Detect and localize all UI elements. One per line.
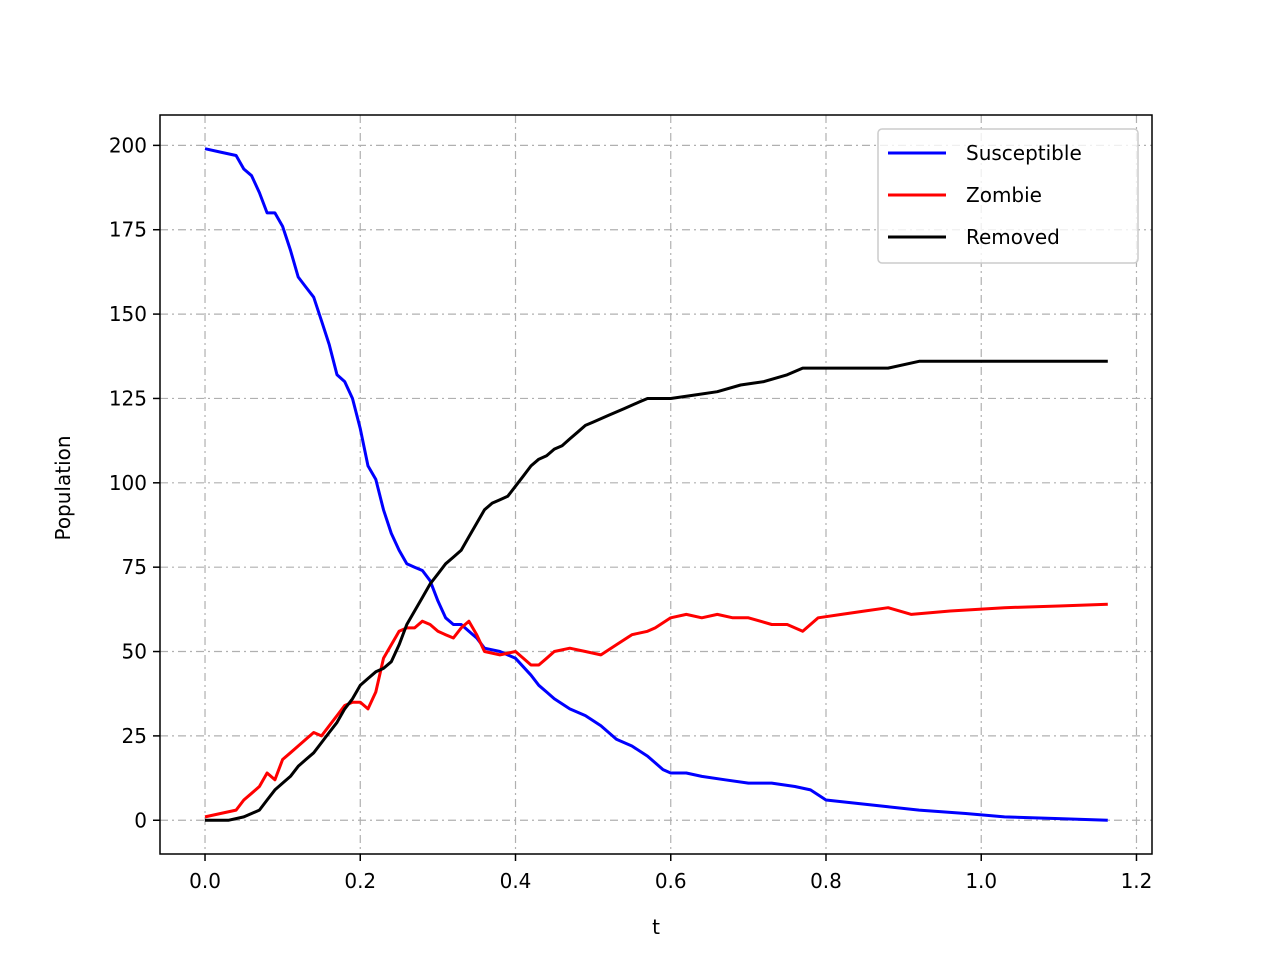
- y-tick-label: 75: [122, 555, 147, 579]
- y-tick-label: 25: [122, 724, 147, 748]
- legend-label-susceptible: Susceptible: [966, 141, 1082, 165]
- y-tick-label: 0: [134, 808, 147, 832]
- x-tick-label: 0.6: [655, 869, 687, 893]
- x-tick-label: 0.4: [500, 869, 532, 893]
- x-axis-label: t: [652, 915, 660, 939]
- plot-frame: [159, 114, 1153, 855]
- x-tick-label: 0.2: [344, 869, 376, 893]
- series-line-removed: [205, 359, 1108, 822]
- y-tick-label: 50: [122, 640, 147, 664]
- y-tick-label: 125: [109, 386, 147, 410]
- series-line-susceptible: [204, 147, 1108, 822]
- series-line-zombie: [204, 602, 1108, 819]
- series-lines: [204, 147, 1108, 822]
- y-tick-label: 100: [109, 471, 147, 495]
- legend-label-zombie: Zombie: [966, 183, 1042, 207]
- legend-label-removed: Removed: [966, 225, 1060, 249]
- x-tick-label: 1.2: [1121, 869, 1153, 893]
- x-axis: 0.0 0.2 0.4 0.6 0.8 1.0 1.2: [189, 854, 1152, 893]
- y-tick-label: 200: [109, 133, 147, 157]
- x-tick-label: 0.8: [810, 869, 842, 893]
- y-axis: 0 25 50 75 100 125 150 175 200: [109, 133, 160, 832]
- y-axis-label: Population: [51, 435, 75, 540]
- x-tick-label: 0.0: [189, 869, 221, 893]
- x-tick-label: 1.0: [965, 869, 997, 893]
- legend-box: [877, 128, 1139, 264]
- legend: Susceptible Zombie Removed: [877, 128, 1139, 264]
- y-tick-label: 175: [109, 218, 147, 242]
- y-tick-label: 150: [109, 302, 147, 326]
